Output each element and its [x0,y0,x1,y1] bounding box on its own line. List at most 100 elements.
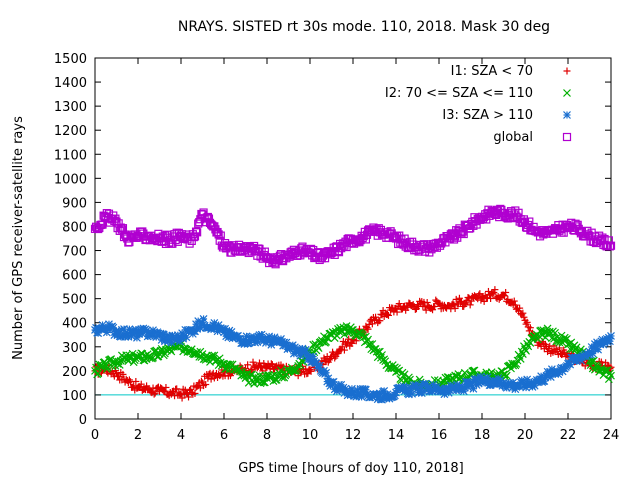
data-point-sample [178,394,186,402]
data-point-sample [548,347,556,355]
data-point-sample [214,230,223,239]
data-point-sample [477,296,485,304]
data-point-sample [346,323,355,332]
data-point-sample [332,331,341,340]
data-point-sample [355,328,364,337]
data-point-sample [516,304,524,312]
data-point-sample [546,373,555,382]
x-tick-label: 12 [345,428,362,443]
data-point-sample [452,295,460,303]
data-point-sample [246,370,255,379]
data-point-sample [450,301,458,309]
data-point-sample [523,318,531,326]
axes: 0 2 4 6 8 10 12 14 16 18 20 22 240100200300400500600… [54,52,619,443]
y-tick-label: 1300 [54,100,87,115]
legend-marker [562,132,572,142]
data-point-sample [551,328,560,337]
data-point-sample [393,308,401,316]
data-point-sample [343,341,351,349]
data-point-sample [340,346,348,354]
data-point-sample [187,385,195,393]
data-point-sample [541,333,550,342]
data-point-sample [262,364,270,372]
data-point-sample [459,229,468,239]
data-point-sample [199,314,208,323]
data-point-sample [191,227,201,236]
y-tick-label: 800 [62,220,87,235]
data-point-sample [441,373,450,382]
data-point-sample [111,367,119,375]
data-point-sample [383,310,391,318]
data-point-sample [560,333,569,342]
data-point-sample [376,317,384,325]
data-point-sample [272,376,281,384]
data-point-sample [119,370,127,378]
data-point-sample [193,382,201,390]
data-point-sample [114,372,122,380]
data-point-sample [238,368,247,377]
x-tick-label: 0 [91,428,99,443]
data-point-sample [197,377,205,385]
y-tick-label: 1400 [54,76,87,91]
data-point-sample [474,295,482,303]
data-point-sample [520,313,528,321]
data-point-sample [175,389,183,397]
data-point-sample [484,287,492,295]
chart-title: NRAYS. SISTED rt 30s mode. 110, 2018. Ma… [178,19,550,35]
data-point-sample [375,347,384,356]
data-point-sample [552,345,560,353]
data-point-sample [502,371,511,380]
data-point-sample [309,340,318,349]
data-point-sample [364,325,372,333]
data-point-sample [519,215,529,224]
data-point-sample [603,241,612,250]
data-point-sample [487,294,495,302]
data-point-sample [244,361,252,369]
data-point-sample [118,224,128,233]
data-point-sample [571,219,580,228]
data-point-sample [138,227,147,236]
data-point-sample [207,375,215,383]
data-point-sample [525,217,534,226]
data-point-sample [604,236,613,245]
x-tick-label: 22 [560,428,577,443]
data-point-sample [606,369,614,378]
data-point-sample [547,334,556,343]
data-point-sample [361,235,370,244]
x-tick-label: 8 [263,428,271,443]
data-point-sample [519,309,527,317]
data-point-sample [501,292,509,300]
data-point-sample [262,371,270,380]
x-tick-label: 14 [388,428,405,443]
data-point-sample [191,389,199,397]
y-tick-label: 500 [62,293,87,308]
data-point-sample [475,291,483,299]
y-tick-label: 400 [62,317,87,332]
y-tick-label: 600 [62,269,87,284]
y-tick-label: 200 [62,365,87,380]
data-point-sample [193,228,202,237]
data-point-sample [313,342,322,351]
y-tick-label: 1200 [54,124,87,139]
data-point-sample [257,330,266,339]
data-point-sample [259,378,268,387]
data-point-sample [365,340,374,349]
x-tick-label: 10 [302,428,319,443]
data-point-sample [208,351,217,360]
legend-label: I1: SZA < 70 [451,64,533,79]
data-point-sample [143,382,151,390]
y-tick-label: 1100 [54,148,87,163]
data-point-sample [115,373,123,381]
data-point-sample [559,228,568,237]
data-point-sample [541,340,549,348]
data-point-sample [606,337,614,346]
data-point-sample [257,363,265,371]
x-tick-label: 2 [134,428,142,443]
y-tick-label: 100 [62,389,87,404]
data-point-sample [185,393,193,401]
data-point-sample [151,389,159,397]
data-point-sample [128,349,137,358]
legend-marker [563,111,571,119]
data-point-sample [294,362,303,370]
data-point-sample [372,313,380,321]
